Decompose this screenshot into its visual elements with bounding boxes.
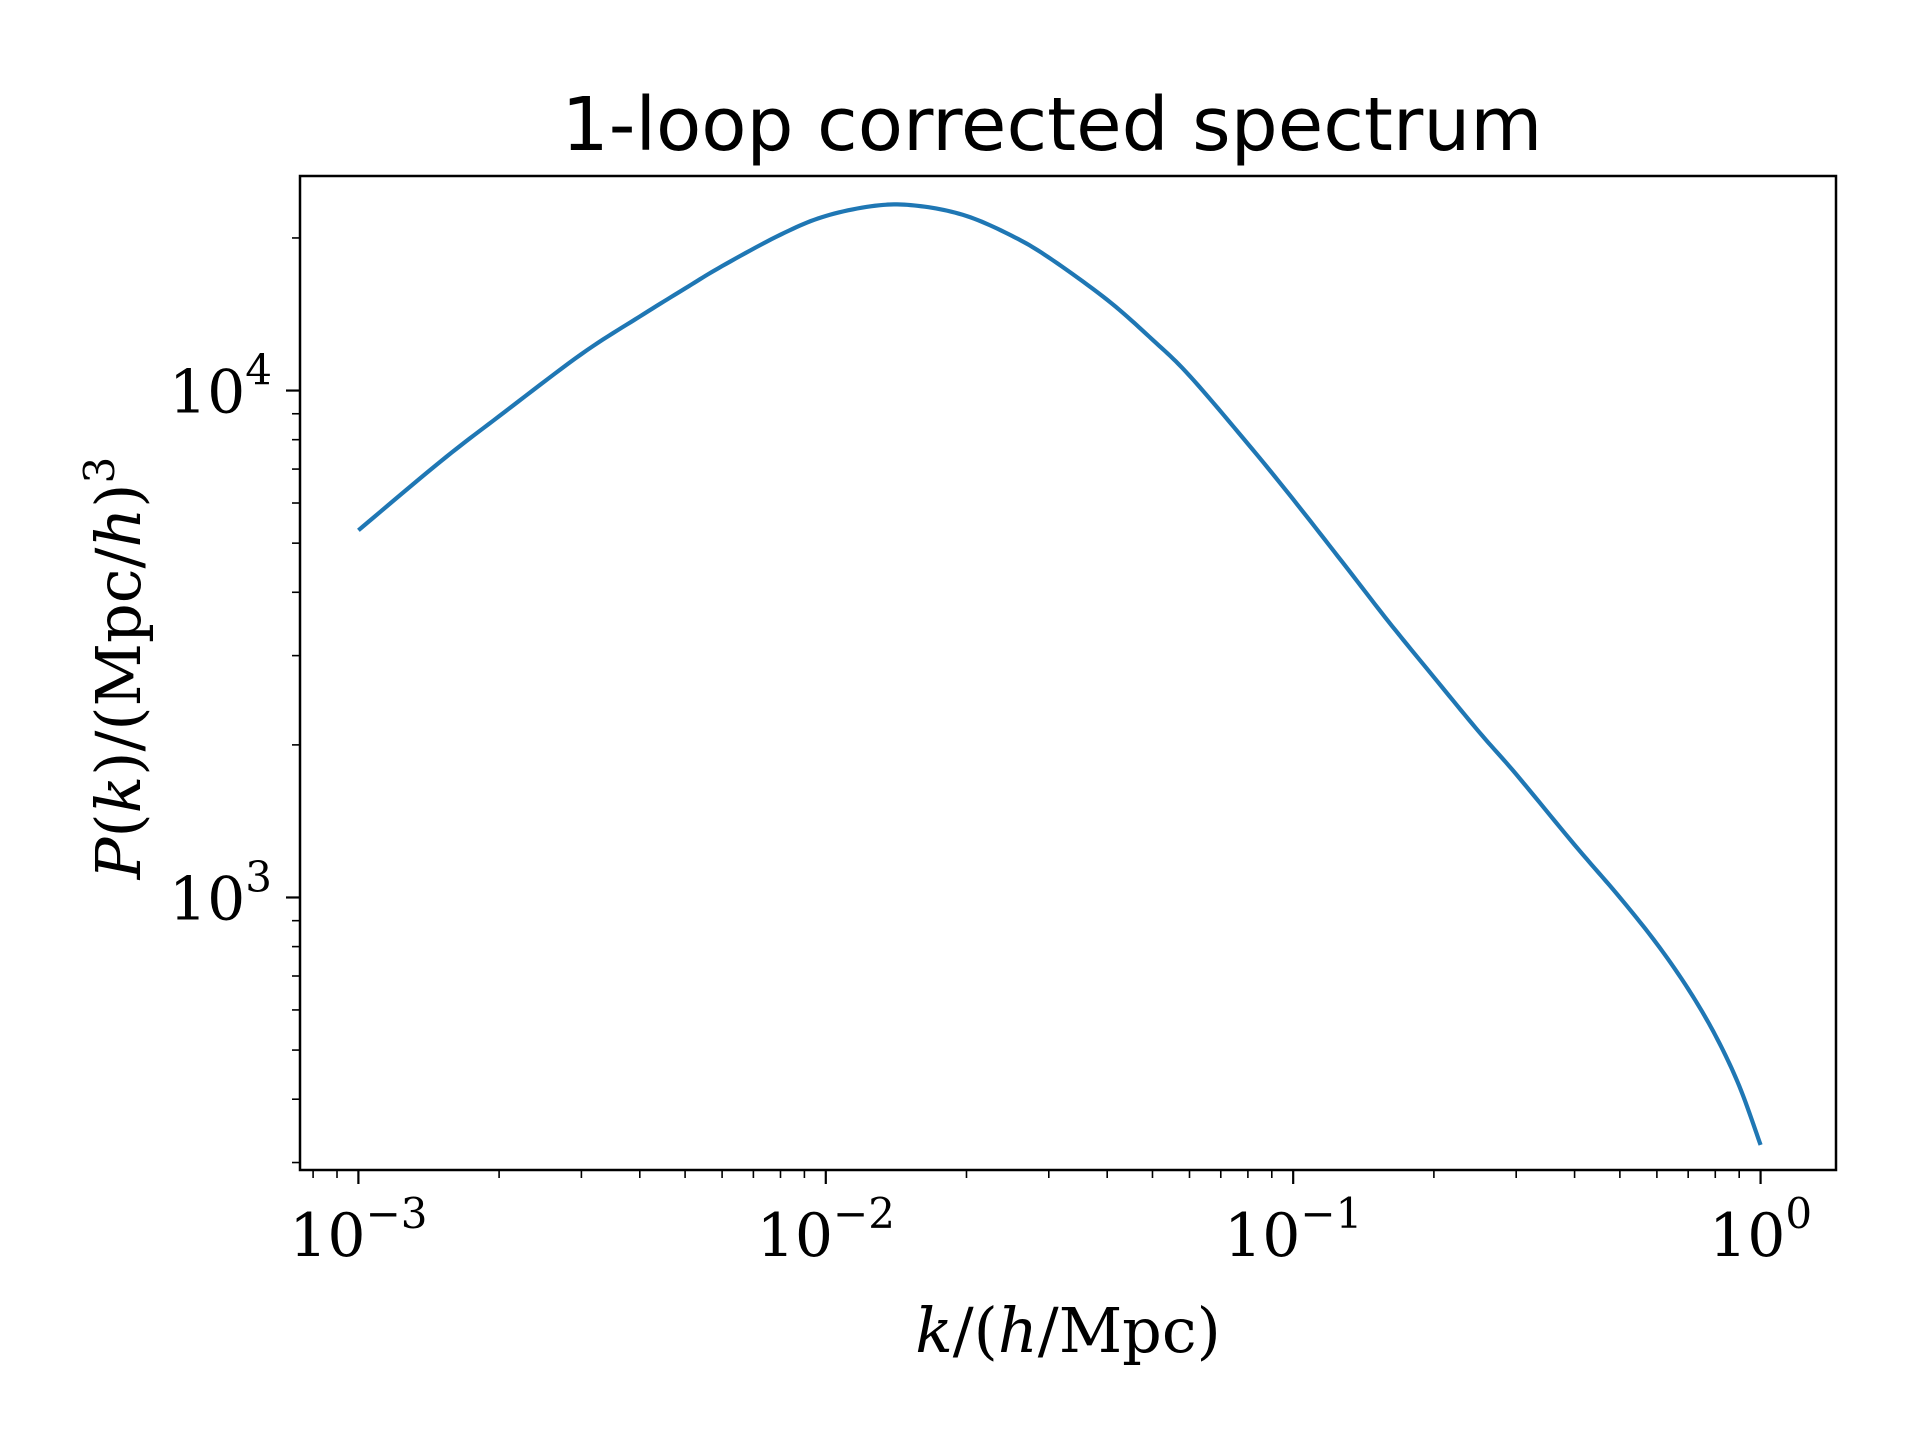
y-label-close: ) — [82, 484, 155, 508]
y-tick-label-base: 10 — [169, 358, 245, 428]
x-label-open: ( — [974, 1294, 998, 1367]
chart-title: 1-loop corrected spectrum — [562, 82, 1543, 168]
y-label-P: P — [82, 836, 155, 880]
x-label-h: h — [998, 1294, 1038, 1367]
x-tick-label: 10−1 — [1224, 1189, 1362, 1271]
y-label-open: ( — [82, 706, 155, 730]
y-label-open-k: ( — [82, 813, 155, 837]
x-tick-label-base: 10 — [1709, 1201, 1785, 1271]
x-tick-label: 10−2 — [757, 1189, 895, 1271]
x-tick-label-exp: 0 — [1785, 1189, 1812, 1238]
y-label-power: 3 — [75, 457, 124, 484]
y-label-h: h — [82, 508, 155, 548]
y-tick-label: 103 — [169, 852, 272, 934]
x-tick-label-base: 10 — [757, 1201, 833, 1271]
x-label-slash2: / — [1038, 1294, 1059, 1367]
y-axis-label: P(k)/(Mpc/h)3 — [75, 457, 155, 880]
x-tick-label-base: 10 — [289, 1201, 365, 1271]
plot-area-frame — [298, 174, 1838, 1172]
y-label-k: k — [82, 776, 155, 814]
x-tick-label-exp: −1 — [1300, 1189, 1362, 1238]
series-layer — [357, 202, 1763, 1146]
series-line — [357, 202, 1763, 1146]
x-label-slash: / — [953, 1294, 974, 1367]
x-tick-label-exp: −2 — [833, 1189, 895, 1238]
y-label-slash2: / — [82, 548, 155, 569]
x-tick-label-exp: −3 — [366, 1189, 428, 1238]
x-label-var: k — [915, 1294, 953, 1367]
y-label-unit: Mpc — [82, 569, 155, 707]
x-tick-label: 100 — [1709, 1189, 1812, 1271]
y-tick-label: 104 — [169, 346, 272, 428]
y-tick-label-base: 10 — [169, 864, 245, 934]
y-tick-label-exp: 4 — [245, 346, 272, 395]
y-tick-label-exp: 3 — [245, 852, 272, 901]
x-tick-label-base: 10 — [1224, 1201, 1300, 1271]
y-label-slash: / — [82, 731, 155, 752]
y-label-close-k: ) — [82, 752, 155, 776]
x-label-close: ) — [1197, 1294, 1221, 1367]
x-tick-label: 10−3 — [289, 1189, 427, 1271]
x-axis-label: k/(h/Mpc) — [915, 1294, 1221, 1367]
x-axis-ticks: 10−3 10−2 10−1 100 — [289, 1170, 1812, 1271]
x-label-unit: Mpc — [1059, 1294, 1197, 1367]
